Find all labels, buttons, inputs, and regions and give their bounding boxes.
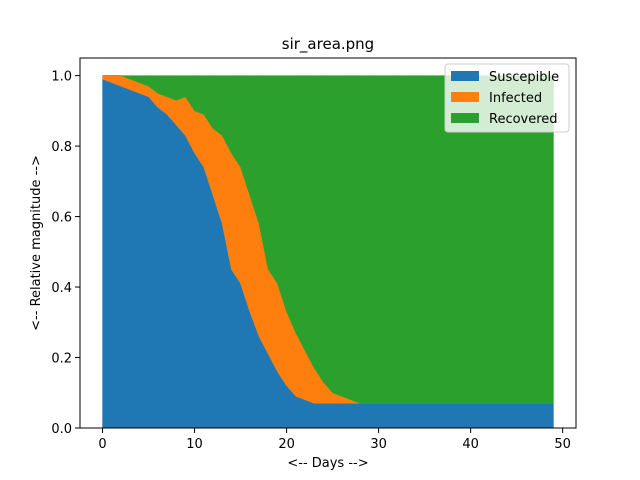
legend: Suscepible Infected Recovered: [444, 63, 570, 133]
legend-swatch-suscepible: [451, 71, 479, 81]
x-tick-label: 20: [278, 437, 295, 452]
x-tick-label: 10: [186, 437, 203, 452]
x-tick-label: 30: [370, 437, 387, 452]
x-axis-ticks: 0 10 20 30 40 50: [98, 428, 571, 452]
y-axis-ticks: 0.0 0.2 0.4 0.6 0.8 1.0: [51, 70, 80, 437]
legend-label-recovered: Recovered: [489, 112, 558, 127]
legend-swatch-infected: [451, 92, 479, 102]
y-tick-label: 0.6: [51, 211, 72, 226]
legend-label-infected: Infected: [489, 91, 542, 106]
chart-title: sir_area.png: [282, 35, 374, 54]
y-axis-label: <-- Relative magnitude -->: [29, 155, 44, 331]
y-tick-label: 1.0: [51, 70, 72, 85]
x-tick-label: 0: [98, 437, 106, 452]
y-tick-label: 0.4: [51, 281, 72, 296]
y-tick-label: 0.8: [51, 140, 72, 155]
axes-frame: [79, 57, 577, 429]
x-tick-label: 50: [554, 437, 571, 452]
y-tick-label: 0.0: [51, 422, 72, 437]
y-tick-label: 0.2: [51, 352, 72, 367]
area-recovered: [102, 75, 554, 404]
legend-swatch-recovered: [451, 113, 479, 123]
x-tick-label: 40: [462, 437, 479, 452]
x-axis-label: <-- Days -->: [287, 456, 368, 471]
legend-label-suscepible: Suscepible: [489, 70, 559, 85]
